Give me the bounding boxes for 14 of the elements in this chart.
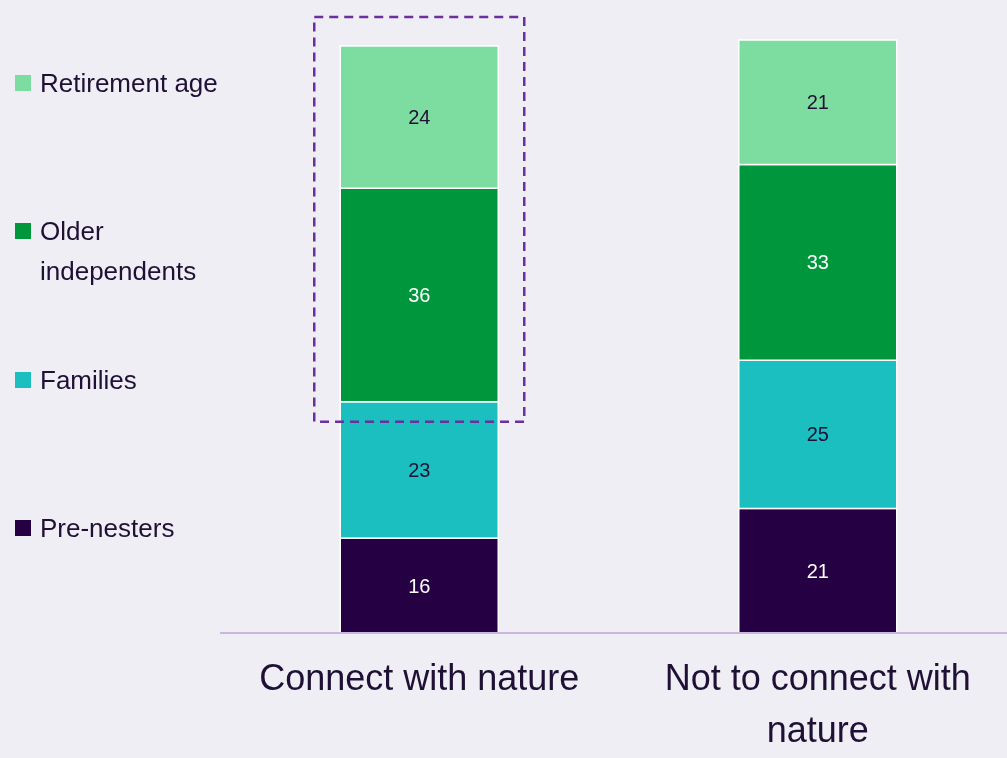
legend-label: Retirement age	[40, 68, 218, 98]
data-label: 23	[408, 458, 431, 481]
data-label: 36	[408, 283, 431, 306]
x-tick-label: Not to connect with nature	[664, 657, 971, 750]
x-tick-label: Connect with nature	[259, 657, 580, 698]
legend-label: Older independents	[40, 216, 197, 286]
data-label: 21	[806, 559, 829, 582]
data-label: 33	[806, 251, 829, 274]
legend-label: Pre-nesters	[40, 513, 175, 543]
data-label: 21	[806, 91, 829, 114]
data-label: 25	[806, 423, 829, 446]
legend-label: Families	[40, 365, 137, 395]
data-label: 24	[408, 106, 431, 129]
data-label: 16	[408, 574, 431, 597]
